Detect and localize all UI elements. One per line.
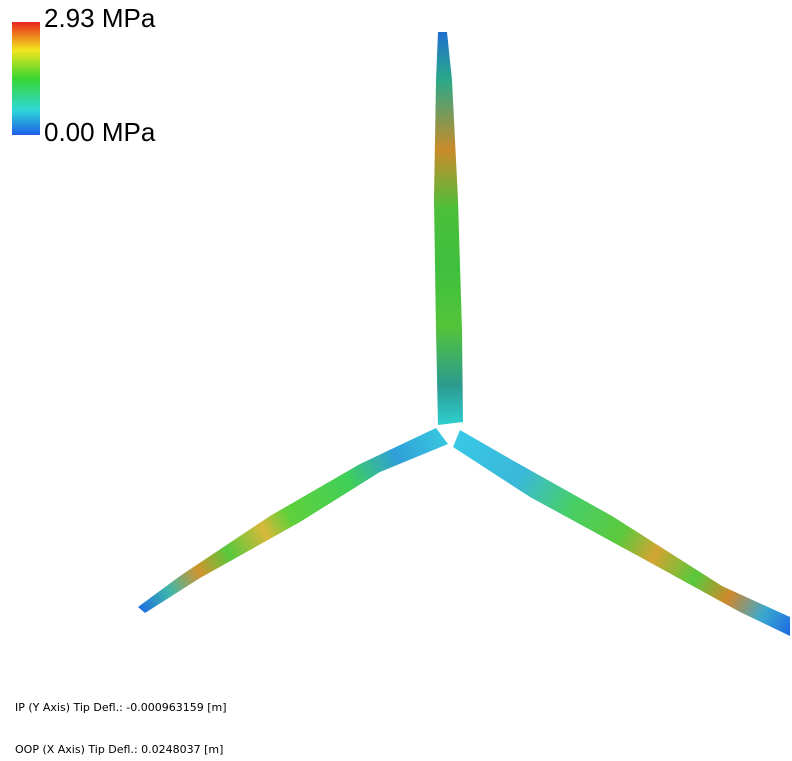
viewport: 2.93 MPa 0.00 MPa IP (Y Axis) Tip Defl.:… [0,0,792,761]
color-bar [12,22,40,135]
page: 2.93 MPa 0.00 MPa IP (Y Axis) Tip Defl.:… [0,0,792,761]
legend-min: 0.00 MPa [44,117,156,147]
blade [138,428,448,613]
ip-tip-deflection: IP (Y Axis) Tip Defl.: -0.000963159 [m] [15,701,227,714]
blade [453,430,790,636]
legend-max: 2.93 MPa [44,3,156,33]
oop-tip-deflection: OOP (X Axis) Tip Defl.: 0.0248037 [m] [15,743,223,756]
blade [434,32,463,425]
